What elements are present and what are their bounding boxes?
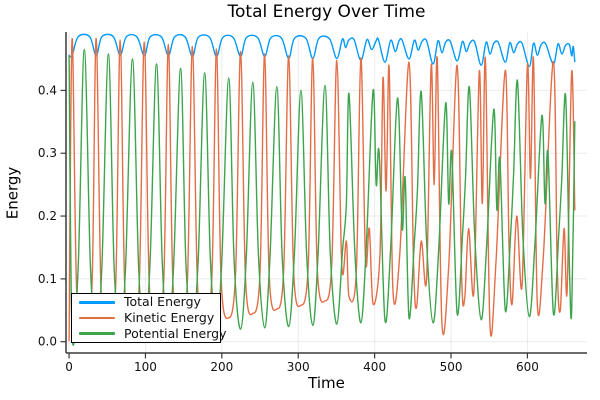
- x-tick-label: 600: [516, 360, 539, 374]
- y-tick-label: 0.4: [38, 83, 57, 97]
- x-tick-label: 400: [363, 360, 386, 374]
- x-tick-label: 100: [134, 360, 157, 374]
- potential-energy-line: [68, 48, 576, 346]
- legend-label-potential: Potential Energy: [124, 325, 227, 341]
- legend-item-total: Total Energy: [72, 295, 220, 310]
- legend-item-kinetic: Kinetic Energy: [72, 311, 220, 326]
- y-tick-label: 0.1: [38, 272, 57, 286]
- x-tick-label: 300: [287, 360, 310, 374]
- legend-label-kinetic: Kinetic Energy: [124, 309, 215, 325]
- y-tick-label: 0.3: [38, 146, 57, 160]
- kinetic-energy-line-swatch: [79, 316, 115, 320]
- legend-label-total: Total Energy: [124, 294, 201, 309]
- total-energy-line: [68, 33, 576, 68]
- y-tick-label: 0.0: [38, 335, 57, 349]
- legend-item-potential: Potential Energy: [72, 326, 227, 341]
- total-energy-line-swatch: [79, 300, 115, 304]
- kinetic-energy-line: [68, 37, 576, 342]
- x-tick-label: 500: [440, 360, 463, 374]
- y-tick-label: 0.2: [38, 209, 57, 223]
- chart-title: Total Energy Over Time: [227, 2, 426, 22]
- x-axis-label: Time: [308, 374, 345, 392]
- y-axis-label: Energy: [3, 166, 22, 219]
- x-tick-label: 200: [210, 360, 233, 374]
- x-tick-label: 0: [65, 360, 73, 374]
- y-axis-label-wrap: Energy: [2, 32, 22, 353]
- potential-energy-line-swatch: [79, 332, 115, 336]
- legend: Total Energy Kinetic Energy Potential En…: [71, 293, 227, 343]
